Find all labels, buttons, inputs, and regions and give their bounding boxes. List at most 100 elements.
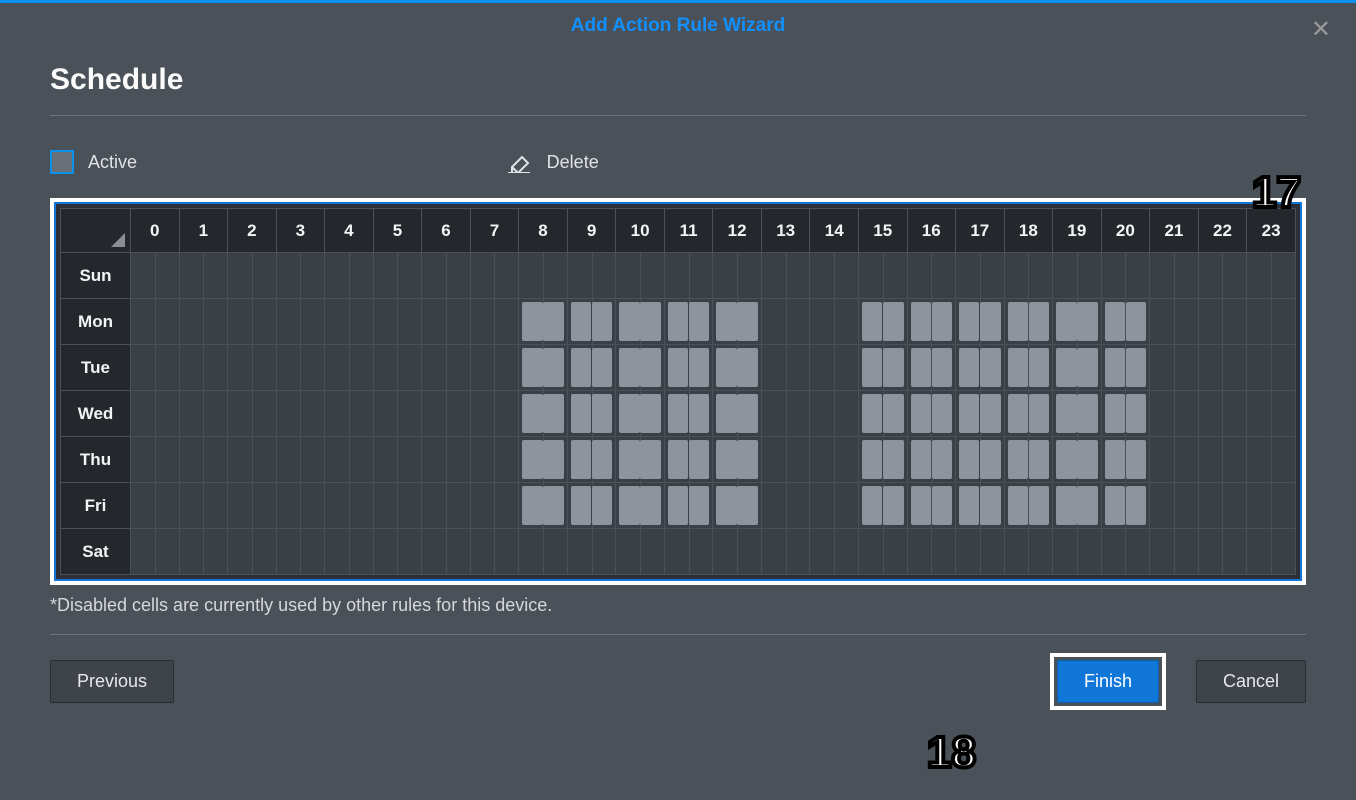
schedule-cell[interactable]	[276, 299, 325, 345]
schedule-cell[interactable]	[470, 299, 519, 345]
schedule-cell[interactable]	[1150, 345, 1199, 391]
schedule-cell[interactable]	[179, 345, 228, 391]
schedule-cell[interactable]	[276, 253, 325, 299]
schedule-cell[interactable]	[616, 391, 665, 437]
hour-header[interactable]: 12	[713, 209, 762, 253]
hour-header[interactable]: 19	[1053, 209, 1102, 253]
schedule-cell[interactable]	[567, 529, 616, 575]
schedule-cell[interactable]	[276, 529, 325, 575]
schedule-cell[interactable]	[713, 529, 762, 575]
schedule-cell[interactable]	[422, 345, 471, 391]
schedule-cell[interactable]	[1053, 483, 1102, 529]
schedule-cell[interactable]	[179, 437, 228, 483]
schedule-cell[interactable]	[1053, 529, 1102, 575]
schedule-cell[interactable]	[616, 253, 665, 299]
schedule-cell[interactable]	[567, 483, 616, 529]
schedule-cell[interactable]	[1101, 253, 1150, 299]
schedule-cell[interactable]	[422, 529, 471, 575]
schedule-cell[interactable]	[276, 437, 325, 483]
schedule-cell[interactable]	[664, 253, 713, 299]
schedule-cell[interactable]	[228, 483, 277, 529]
schedule-cell[interactable]	[131, 345, 180, 391]
day-header[interactable]: Thu	[61, 437, 131, 483]
schedule-cell[interactable]	[761, 437, 810, 483]
schedule-cell[interactable]	[1004, 437, 1053, 483]
schedule-cell[interactable]	[1004, 483, 1053, 529]
schedule-cell[interactable]	[373, 437, 422, 483]
hour-header[interactable]: 22	[1198, 209, 1247, 253]
schedule-cell[interactable]	[373, 299, 422, 345]
schedule-cell[interactable]	[373, 253, 422, 299]
schedule-cell[interactable]	[131, 483, 180, 529]
schedule-cell[interactable]	[422, 391, 471, 437]
schedule-cell[interactable]	[470, 483, 519, 529]
schedule-cell[interactable]	[519, 253, 568, 299]
schedule-cell[interactable]	[1101, 529, 1150, 575]
schedule-cell[interactable]	[1150, 299, 1199, 345]
schedule-cell[interactable]	[616, 437, 665, 483]
schedule-cell[interactable]	[858, 529, 907, 575]
schedule-cell[interactable]	[1247, 483, 1296, 529]
schedule-cell[interactable]	[228, 391, 277, 437]
schedule-cell[interactable]	[956, 345, 1005, 391]
hour-header[interactable]: 0	[131, 209, 180, 253]
schedule-cell[interactable]	[1004, 529, 1053, 575]
schedule-cell[interactable]	[907, 299, 956, 345]
schedule-cell[interactable]	[1247, 253, 1296, 299]
schedule-cell[interactable]	[1247, 345, 1296, 391]
active-tool-swatch[interactable]	[50, 150, 74, 174]
eraser-icon[interactable]	[505, 150, 533, 174]
schedule-cell[interactable]	[325, 253, 374, 299]
schedule-cell[interactable]	[956, 253, 1005, 299]
schedule-cell[interactable]	[1247, 391, 1296, 437]
schedule-cell[interactable]	[519, 437, 568, 483]
schedule-cell[interactable]	[858, 391, 907, 437]
schedule-cell[interactable]	[713, 253, 762, 299]
schedule-cell[interactable]	[131, 299, 180, 345]
schedule-cell[interactable]	[276, 391, 325, 437]
hour-header[interactable]: 17	[956, 209, 1005, 253]
schedule-cell[interactable]	[1198, 483, 1247, 529]
schedule-cell[interactable]	[567, 437, 616, 483]
schedule-cell[interactable]	[373, 345, 422, 391]
grid-corner[interactable]	[61, 209, 131, 253]
schedule-cell[interactable]	[616, 345, 665, 391]
schedule-cell[interactable]	[810, 345, 859, 391]
day-header[interactable]: Wed	[61, 391, 131, 437]
schedule-cell[interactable]	[713, 437, 762, 483]
hour-header[interactable]: 6	[422, 209, 471, 253]
schedule-cell[interactable]	[422, 253, 471, 299]
schedule-cell[interactable]	[761, 483, 810, 529]
schedule-cell[interactable]	[325, 391, 374, 437]
hour-header[interactable]: 4	[325, 209, 374, 253]
schedule-cell[interactable]	[470, 437, 519, 483]
schedule-cell[interactable]	[1101, 483, 1150, 529]
schedule-cell[interactable]	[664, 345, 713, 391]
schedule-cell[interactable]	[810, 253, 859, 299]
schedule-cell[interactable]	[373, 483, 422, 529]
schedule-cell[interactable]	[1247, 437, 1296, 483]
schedule-cell[interactable]	[1101, 299, 1150, 345]
schedule-cell[interactable]	[907, 437, 956, 483]
hour-header[interactable]: 20	[1101, 209, 1150, 253]
day-header[interactable]: Tue	[61, 345, 131, 391]
schedule-cell[interactable]	[1150, 437, 1199, 483]
schedule-cell[interactable]	[373, 391, 422, 437]
hour-header[interactable]: 13	[761, 209, 810, 253]
cancel-button[interactable]: Cancel	[1196, 660, 1306, 703]
hour-header[interactable]: 16	[907, 209, 956, 253]
hour-header[interactable]: 10	[616, 209, 665, 253]
hour-header[interactable]: 9	[567, 209, 616, 253]
schedule-cell[interactable]	[907, 483, 956, 529]
schedule-cell[interactable]	[131, 253, 180, 299]
schedule-cell[interactable]	[713, 483, 762, 529]
day-header[interactable]: Sat	[61, 529, 131, 575]
schedule-cell[interactable]	[907, 391, 956, 437]
finish-button[interactable]: Finish	[1057, 660, 1159, 703]
schedule-cell[interactable]	[761, 529, 810, 575]
schedule-cell[interactable]	[810, 299, 859, 345]
schedule-cell[interactable]	[907, 529, 956, 575]
schedule-cell[interactable]	[422, 437, 471, 483]
hour-header[interactable]: 5	[373, 209, 422, 253]
schedule-cell[interactable]	[519, 299, 568, 345]
